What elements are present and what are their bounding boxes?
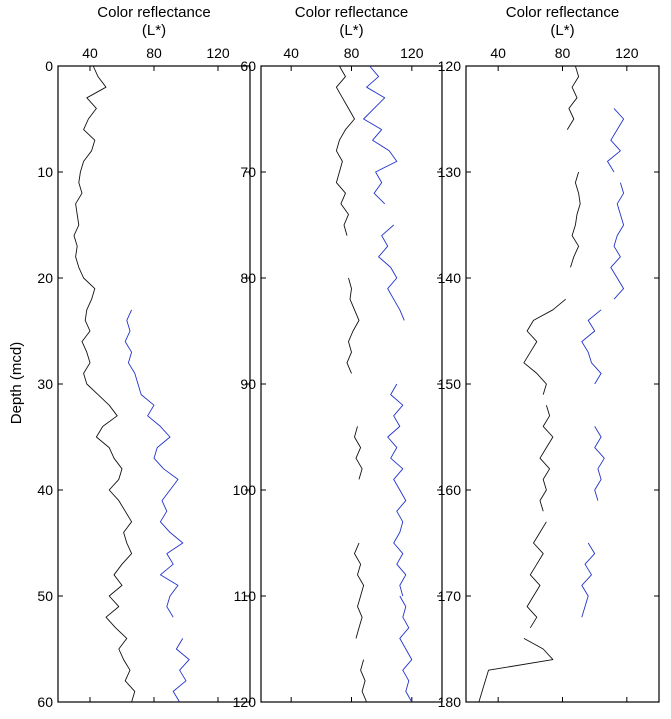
panel-title: Color reflectance: [506, 4, 619, 21]
blue-series-line: [172, 638, 190, 703]
blue-series-line: [363, 65, 398, 205]
y-tick-label: 10: [37, 164, 53, 180]
x-tick-label: 80: [555, 45, 571, 61]
blue-series-line: [399, 595, 413, 703]
blue-series-line: [607, 108, 625, 173]
black-series-line: [526, 521, 547, 629]
x-tick-label: 80: [344, 45, 360, 61]
y-tick-label: 20: [37, 270, 53, 286]
y-tick-label: 130: [438, 164, 462, 180]
black-series-line: [346, 277, 360, 374]
blue-series-line: [610, 182, 625, 300]
black-series-line: [566, 65, 580, 130]
x-tick-label: 40: [490, 45, 506, 61]
blue-series-line: [581, 309, 602, 385]
y-tick-label: 90: [240, 376, 256, 392]
blue-series-line: [387, 383, 407, 597]
black-series-line: [523, 298, 566, 395]
panel-title-unit: (L*): [339, 22, 363, 39]
y-tick-label: 180: [438, 694, 462, 710]
blue-series-line: [124, 309, 184, 618]
panel-3: Color reflectance(L*) 40 80 120 120 130 140 150…: [438, 4, 660, 710]
y-tick-label: 40: [37, 482, 53, 498]
blue-series-line: [581, 542, 596, 618]
black-series-line: [539, 405, 554, 512]
black-series-line: [354, 542, 365, 639]
y-tick-label: 30: [37, 376, 53, 392]
y-tick-label: 120: [438, 58, 462, 74]
y-tick-label: 60: [37, 694, 53, 710]
black-series-line: [354, 426, 363, 480]
panel-1: Color reflectance(L*) 40 80 120 0 10 20 30 40 50 6…: [37, 4, 251, 710]
panel-title-unit: (L*): [550, 22, 574, 39]
blue-series-line: [378, 224, 405, 321]
blue-series-line: [594, 426, 605, 501]
y-axis-label: Depth (mcd): [8, 342, 25, 425]
panel-title: Color reflectance: [295, 4, 408, 21]
y-tick-label: 70: [240, 164, 256, 180]
plot-frame: [465, 65, 660, 703]
x-tick-label: 120: [206, 45, 230, 61]
black-series-line: [360, 659, 368, 703]
panel-title: Color reflectance: [97, 4, 210, 21]
black-series-line: [73, 65, 136, 703]
panel-title-unit: (L*): [142, 22, 166, 39]
x-tick-label: 40: [283, 45, 299, 61]
x-tick-label: 40: [82, 45, 98, 61]
y-tick-label: 80: [240, 270, 256, 286]
y-tick-label: 170: [438, 588, 462, 604]
black-series-line: [478, 638, 554, 703]
black-series-line: [335, 65, 355, 236]
x-tick-label: 80: [146, 45, 162, 61]
x-tick-label: 120: [400, 45, 424, 61]
y-tick-label: 100: [233, 482, 257, 498]
black-series-line: [570, 171, 581, 268]
y-tick-label: 0: [45, 58, 53, 74]
y-tick-label: 150: [438, 376, 462, 392]
y-tick-label: 120: [233, 694, 257, 710]
y-tick-label: 140: [438, 270, 462, 286]
x-tick-label: 120: [615, 45, 639, 61]
y-tick-label: 50: [37, 588, 53, 604]
y-tick-label: 110: [234, 588, 257, 604]
y-tick-label: 60: [240, 58, 256, 74]
y-tick-label: 160: [438, 482, 462, 498]
plot-frame: [260, 65, 443, 703]
panel-2: Color reflectance(L*) 40 80 120 60 70 80 90 100 1…: [233, 4, 443, 710]
